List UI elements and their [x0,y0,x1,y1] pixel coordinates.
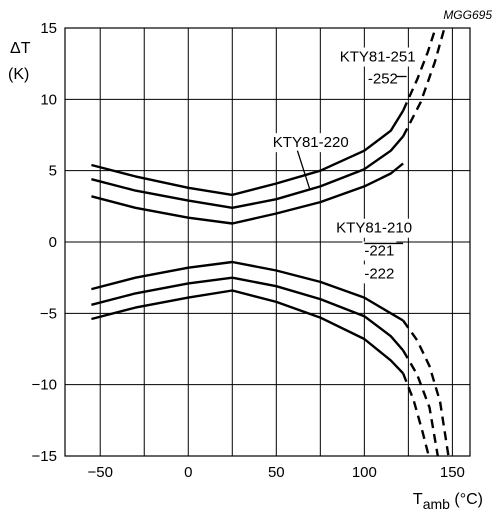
x-axis-title-unit: (°C) [450,491,483,508]
x-tick-label: 50 [268,464,285,481]
annotation-kty81-210: KTY81-210 [336,220,412,237]
series-curves [91,28,450,456]
series-line-upper-210 [91,162,404,225]
annotation-background [362,241,397,261]
annotation-kty81-251: KTY81-251 [340,49,416,66]
x-axis-ticks: −50 0 50 100 150 [87,464,464,481]
annotation-kty81-251: -252 [368,71,398,88]
y-tick-label: 15 [40,20,57,37]
series-dashed-lower-251 [401,372,430,456]
x-axis-title-subscript: amb [423,496,450,512]
series-line-upper-251 [91,110,405,197]
series-line-lower-210 [91,260,404,322]
series-dashed-lower-220 [402,349,440,456]
annotation-kty81-210: -221 [364,243,394,260]
y-tick-label: 5 [49,163,57,180]
annotation-kty81-210: -222 [364,265,394,282]
series-dashed-lower-210 [402,319,450,456]
y-axis-ticks: −15 −10 −5 0 5 10 15 [32,20,57,465]
annotation-background [270,133,351,153]
x-axis-title-symbol: T [413,491,423,508]
series-dashed-upper-251 [402,28,437,112]
series-annotations: KTY81-251 -252 KTY81-220 KTY81-210 -221 -222 [270,47,418,284]
x-tick-label: 100 [352,464,377,481]
annotation-background [362,264,397,284]
y-tick-label: 10 [40,91,57,108]
figure-reference: MGG695 [443,8,492,22]
series-line-upper-220 [91,135,405,209]
y-tick-label: −5 [40,305,57,322]
grid [65,28,470,456]
annotation-background [334,218,415,238]
x-tick-label: −50 [87,464,112,481]
annotation-background [337,47,418,67]
y-tick-label: 0 [49,234,57,251]
plot-frame [64,27,471,457]
x-tick-label: 0 [184,464,192,481]
y-axis-title-symbol: ΔT [10,40,31,57]
y-axis-title: ΔT [10,40,31,57]
series-line-lower-251 [91,289,404,375]
annotation-leader-kty81-220 [296,150,311,190]
y-tick-label: −10 [32,377,57,394]
annotation-background [365,69,400,89]
annotation-kty81-220: KTY81-220 [273,134,349,151]
y-tick-label: −15 [32,448,57,465]
y-axis-unit: (K) [8,66,29,83]
x-axis-title: Tamb (°C) [413,491,483,512]
series-dashed-upper-220 [402,28,446,137]
x-tick-label: 150 [440,464,465,481]
series-line-lower-220 [91,276,405,352]
